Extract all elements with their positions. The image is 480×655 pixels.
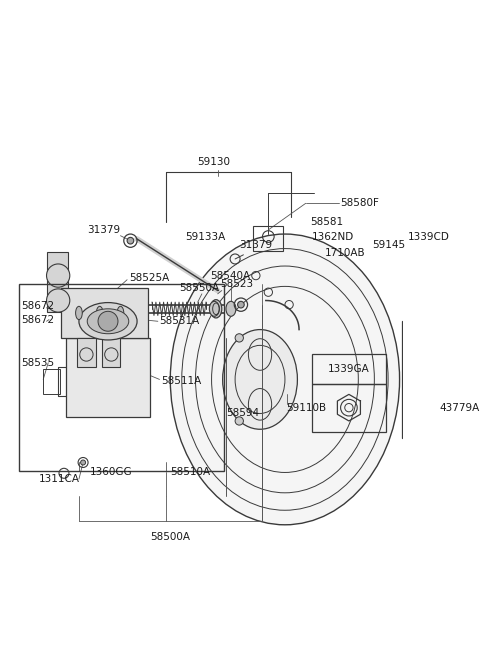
Circle shape xyxy=(235,334,243,342)
Text: 31379: 31379 xyxy=(87,225,120,235)
Text: 58672: 58672 xyxy=(22,301,55,311)
Text: 58580F: 58580F xyxy=(341,198,380,208)
Circle shape xyxy=(98,311,118,331)
Text: 58550A: 58550A xyxy=(180,283,219,293)
Text: 58531A: 58531A xyxy=(159,316,200,326)
Text: 58500A: 58500A xyxy=(150,533,190,542)
Text: 43779A: 43779A xyxy=(440,403,480,413)
Bar xyxy=(66,338,150,417)
Ellipse shape xyxy=(117,307,124,320)
Ellipse shape xyxy=(210,300,222,318)
Bar xyxy=(312,384,386,432)
Text: 1710AB: 1710AB xyxy=(325,248,365,258)
Ellipse shape xyxy=(209,301,219,316)
Bar xyxy=(43,369,60,394)
Circle shape xyxy=(81,460,85,465)
Circle shape xyxy=(238,301,244,308)
Text: 1339GA: 1339GA xyxy=(328,364,370,375)
Bar xyxy=(60,288,148,338)
Ellipse shape xyxy=(76,307,82,320)
Ellipse shape xyxy=(87,309,129,334)
Circle shape xyxy=(127,237,134,244)
Text: 58510A: 58510A xyxy=(170,468,210,477)
Ellipse shape xyxy=(47,264,70,287)
Ellipse shape xyxy=(79,303,137,340)
Text: 31379: 31379 xyxy=(239,240,272,250)
Text: 58594: 58594 xyxy=(226,407,259,418)
Ellipse shape xyxy=(47,289,70,312)
Text: 58525A: 58525A xyxy=(129,273,169,283)
Bar xyxy=(19,284,224,471)
Bar xyxy=(77,338,96,367)
Bar xyxy=(102,338,120,367)
Ellipse shape xyxy=(170,234,399,525)
Text: 1339CD: 1339CD xyxy=(408,231,450,242)
Text: 59145: 59145 xyxy=(372,240,405,250)
Text: 59133A: 59133A xyxy=(185,231,226,242)
Bar xyxy=(253,226,283,251)
Circle shape xyxy=(419,332,427,341)
Circle shape xyxy=(419,419,427,427)
Ellipse shape xyxy=(96,307,103,320)
Text: 58523: 58523 xyxy=(220,279,253,289)
Text: 58540A: 58540A xyxy=(210,271,250,280)
Circle shape xyxy=(413,326,433,346)
Bar xyxy=(402,321,440,438)
Text: 59130: 59130 xyxy=(197,157,230,167)
Ellipse shape xyxy=(223,329,298,429)
Text: 58511A: 58511A xyxy=(161,376,202,386)
Text: 59110B: 59110B xyxy=(287,403,327,413)
Ellipse shape xyxy=(226,301,236,316)
Text: 1362ND: 1362ND xyxy=(312,231,354,242)
Bar xyxy=(47,252,68,312)
Text: 58581: 58581 xyxy=(310,217,343,227)
Bar xyxy=(312,354,386,384)
Circle shape xyxy=(235,417,243,425)
Text: 1311CA: 1311CA xyxy=(39,474,80,484)
Text: 1360GG: 1360GG xyxy=(90,468,132,477)
Circle shape xyxy=(413,413,433,432)
Text: 58535: 58535 xyxy=(21,358,54,368)
Text: 58672: 58672 xyxy=(22,314,55,325)
